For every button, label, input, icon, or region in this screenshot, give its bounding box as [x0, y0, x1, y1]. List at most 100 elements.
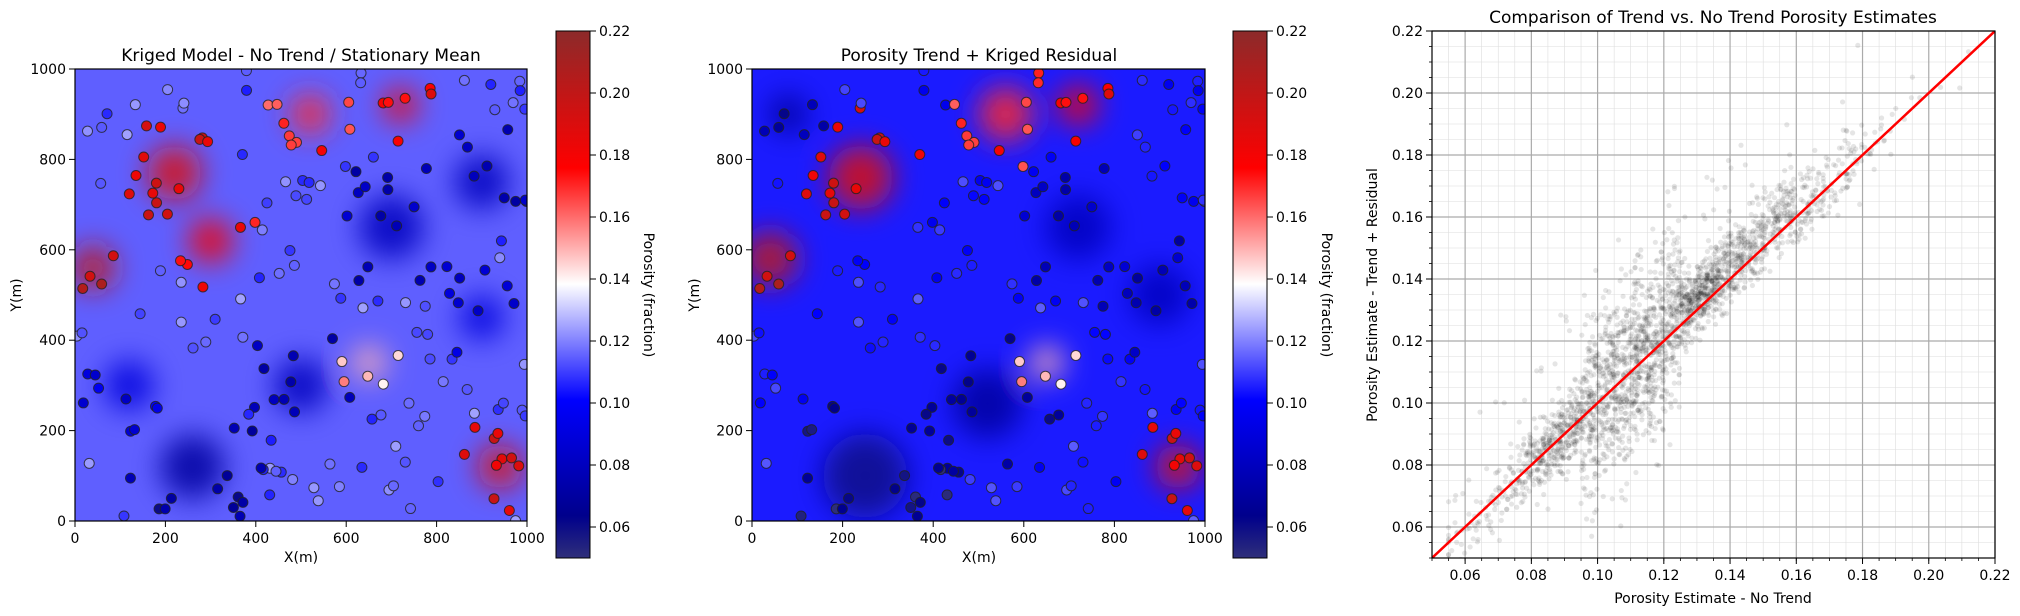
scatter-point: [1501, 400, 1507, 406]
scatter-point: [1526, 474, 1532, 481]
scatter-point: [1659, 349, 1665, 355]
well-marker: [519, 194, 527, 206]
scatter-point: [1726, 249, 1733, 255]
scatter-point: [1619, 396, 1625, 402]
scatter-point: [1604, 386, 1610, 392]
scatter-point: [1592, 509, 1598, 516]
scatter-point: [1596, 351, 1602, 357]
scatter-point: [1593, 317, 1599, 324]
scatter-point: [1716, 292, 1722, 298]
scatter-point: [1682, 342, 1688, 348]
scatter-point: [1737, 255, 1743, 261]
scatter-point: [1687, 296, 1693, 302]
scatter-point: [1716, 256, 1723, 263]
scatter-point: [1653, 276, 1659, 282]
scatter-point: [1893, 105, 1899, 112]
x-tick-label: 0.22: [1979, 568, 2010, 584]
scatter-point: [1676, 333, 1682, 339]
well-marker: [308, 482, 320, 494]
scatter-point: [1488, 526, 1494, 533]
well-marker: [811, 308, 823, 320]
scatter-point: [1668, 404, 1674, 410]
scatter-point: [1604, 362, 1610, 368]
scatter-point: [1692, 315, 1698, 321]
scatter-point: [1558, 469, 1564, 475]
well-marker: [1077, 456, 1089, 468]
scatter-point: [1627, 325, 1633, 331]
scatter-point: [1755, 276, 1761, 282]
scatter-point: [1697, 295, 1703, 302]
scatter-point: [1467, 544, 1473, 550]
scatter-point: [1878, 126, 1884, 132]
scatter-point: [1682, 293, 1688, 300]
scatter-point: [1673, 293, 1680, 299]
scatter-point: [1572, 438, 1579, 444]
scatter-point: [1496, 485, 1503, 491]
scatter-point: [1720, 293, 1726, 299]
scatter-point: [1653, 314, 1659, 320]
scatter-point: [1542, 426, 1548, 432]
scatter-point: [1685, 309, 1692, 315]
scatter-point: [1652, 239, 1658, 245]
scatter-point: [1589, 357, 1595, 363]
scatter-point: [1452, 497, 1458, 503]
scatter-point: [1609, 368, 1615, 374]
scatter-point: [1588, 426, 1594, 433]
scatter-point: [1602, 373, 1608, 379]
well-marker: [1065, 480, 1077, 492]
scatter-point: [1620, 344, 1626, 350]
scatter-point: [1628, 269, 1634, 275]
well-marker: [1136, 448, 1148, 460]
well-marker: [95, 177, 107, 189]
scatter-point: [1699, 279, 1705, 285]
scatter-point: [1784, 122, 1790, 128]
scatter-point: [1621, 423, 1628, 429]
well-marker: [1070, 135, 1082, 147]
scatter-point: [1808, 216, 1814, 222]
scatter-point: [1603, 410, 1609, 416]
scatter-point: [1773, 224, 1779, 231]
well-marker: [338, 376, 350, 388]
scatter-point: [1572, 442, 1578, 448]
scatter-point: [1641, 344, 1647, 350]
well-marker: [938, 197, 950, 209]
scatter-point: [1578, 386, 1584, 392]
scatter-point: [1673, 312, 1680, 318]
scatter-point: [1752, 219, 1758, 225]
scatter-point: [1846, 145, 1852, 152]
scatter-point: [1655, 331, 1661, 337]
scatter-point: [1676, 274, 1683, 280]
scatter-point: [1570, 408, 1577, 414]
well-marker: [138, 151, 150, 163]
scatter-point: [1696, 285, 1702, 291]
well-marker: [1039, 370, 1051, 382]
scatter-point: [1635, 407, 1641, 413]
well-marker: [1185, 97, 1197, 109]
scatter-point: [1589, 533, 1595, 539]
scatter-point: [1636, 404, 1642, 410]
scatter-point: [1878, 122, 1885, 128]
scatter-point: [1686, 297, 1693, 303]
scatter-point: [1708, 278, 1714, 284]
scatter-point: [1590, 311, 1597, 317]
scatter-point: [1701, 258, 1708, 264]
scatter-point: [1630, 302, 1637, 308]
scatter-point: [1594, 486, 1600, 492]
heatmap-blob: [273, 358, 329, 413]
scatter-point: [1773, 213, 1780, 220]
scatter-point: [1632, 316, 1638, 322]
scatter-point: [1516, 419, 1522, 425]
scatter-point: [1647, 418, 1654, 424]
scatter-point: [1674, 276, 1681, 282]
scatter-point: [1702, 284, 1708, 291]
scatter-point: [1671, 237, 1677, 243]
colorbar-tick-label: 0.22: [599, 24, 630, 40]
scatter-point: [1642, 331, 1648, 337]
scatter-point: [1645, 389, 1652, 395]
heatmap-blob: [454, 154, 510, 210]
scatter-point: [1681, 282, 1687, 288]
well-marker: [498, 192, 510, 204]
colorbar-tick-label: 0.12: [1276, 334, 1307, 350]
scatter-point: [1613, 363, 1620, 369]
scatter-point: [1650, 385, 1656, 392]
